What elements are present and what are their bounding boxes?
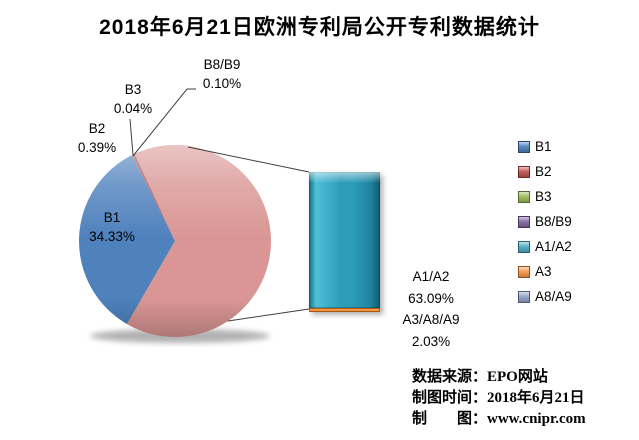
series-connector-top [187,146,310,173]
legend-item-b8b9: B8/B9 [518,209,572,234]
legend-swatch-icon [518,215,530,228]
chart-legend: B1 B2 B3 B8/B9 A1/A2 A3 A8/A9 [518,134,572,309]
legend-label: A3 [535,264,552,279]
secondary-stacked-bar [309,172,380,312]
pie-label-b2-name: B2 [88,121,106,136]
legend-swatch-icon [518,240,530,253]
bar-segment-a1a2 [309,172,380,308]
legend-label: A8/A9 [535,289,572,304]
legend-swatch-icon [518,290,530,303]
legend-item-b2: B2 [518,159,572,184]
bar-label-a1a2-pct: 63.09% [408,290,454,306]
bar-label-a3a8a9-pct: 2.03% [411,333,451,349]
site-value: www.cnipr.com [487,411,586,427]
bar-label-a3a8a9-name: A3/A8/A9 [402,312,460,327]
legend-swatch-icon [518,265,530,278]
date-label: 制图时间： [412,390,488,406]
legend-item-b3: B3 [518,184,572,209]
source-label: 数据来源： [412,369,488,385]
pie-label-b8b9-pct: 0.10% [202,76,242,91]
pie-label-b1-pct: 34.33% [89,229,135,244]
credit-row-source: 数据来源：EPO网站 [412,367,586,388]
pie-label-b1-name: B1 [103,210,121,225]
pie-label-b3-name: B3 [124,82,142,97]
credit-row-date: 制图时间：2018年6月21日 [412,388,586,409]
legend-label: B8/B9 [535,214,572,229]
pie-label-b1: B1 34.33% [72,208,152,246]
leader-line-b3 [129,118,134,156]
legend-swatch-icon [518,165,530,178]
legend-swatch-icon [518,190,530,203]
legend-label: B2 [535,164,552,179]
date-value: 2018年6月21日 [487,390,585,406]
legend-item-a8a9: A8/A9 [518,284,572,309]
legend-label: B3 [535,189,552,204]
legend-swatch-icon [518,140,530,153]
bar-segment-a3a8a9 [309,307,380,312]
pie-label-b3: B3 0.04% [93,80,173,118]
leader-line-b8b9 [132,88,196,157]
pie-label-b8b9: B8/B9 0.10% [180,55,264,93]
chart-title: 2018年6月21日欧洲专利局公开专利数据统计 [99,16,540,39]
pie-label-b8b9-name: B8/B9 [203,57,241,72]
legend-item-a3: A3 [518,259,572,284]
legend-item-b1: B1 [518,134,572,159]
legend-label: A1/A2 [535,239,572,254]
bar-label-a1a2-name: A1/A2 [412,269,450,284]
chart-credits: 数据来源：EPO网站 制图时间：2018年6月21日 制 图：www.cnipr… [412,367,586,430]
bar-label-block: A1/A2 63.09% A3/A8/A9 2.03% [385,266,477,352]
series-connector-bottom [227,308,310,322]
pie-label-b3-pct: 0.04% [113,101,153,116]
legend-label: B1 [535,139,552,154]
source-value: EPO网站 [487,369,548,385]
pie-label-b2-pct: 0.39% [77,140,117,155]
pie-label-b2: B2 0.39% [57,119,137,157]
credit-row-site: 制 图：www.cnipr.com [412,409,586,430]
site-label: 制 图： [412,411,488,427]
legend-item-a1a2: A1/A2 [518,234,572,259]
